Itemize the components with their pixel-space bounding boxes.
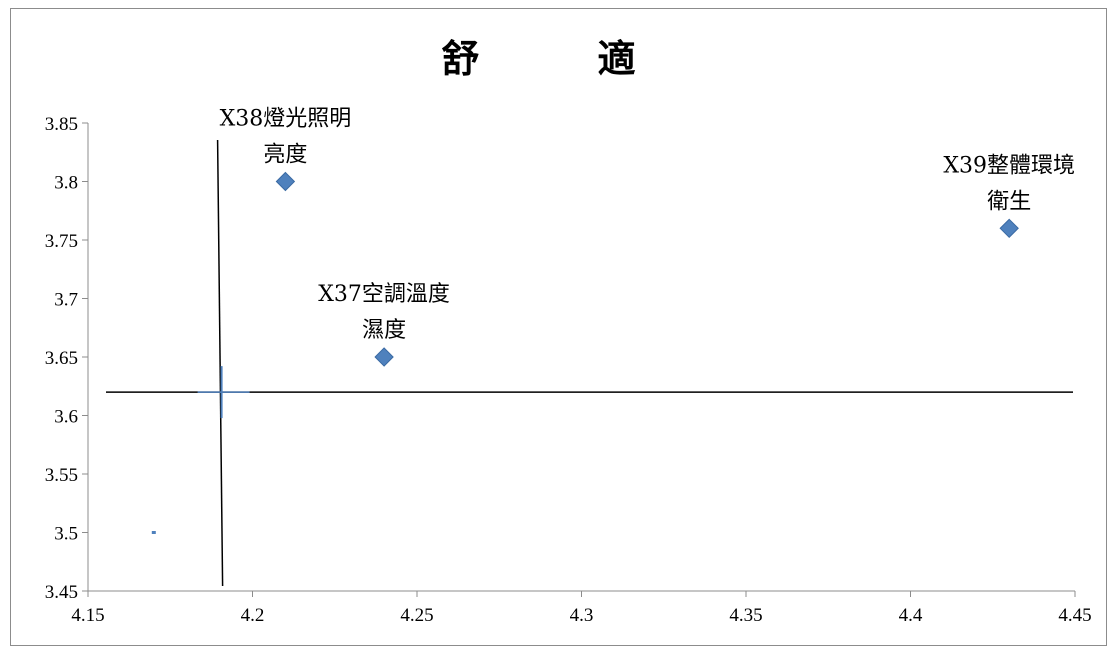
x-tick-labels: 4.15 4.2 4.25 4.3 4.35 4.4 4.45	[71, 591, 1092, 626]
chart-title: 舒 適	[441, 36, 676, 81]
y-tick-label: 3.7	[54, 290, 78, 311]
x-tick-label: 4.4	[899, 605, 923, 626]
y-tick-label: 3.5	[54, 524, 78, 545]
vertical-reference-line	[216, 139, 224, 587]
data-label: X39整體環境	[943, 153, 1075, 178]
data-label: 衛生	[987, 189, 1031, 214]
chart-frame	[10, 8, 1107, 646]
data-label: X37空調溫度	[318, 282, 450, 307]
y-tick-label: 3.85	[45, 114, 78, 135]
data-point	[275, 171, 296, 192]
data-point	[999, 218, 1019, 239]
data-point	[151, 531, 156, 534]
data-label: 濕度	[362, 318, 406, 343]
y-tick-label: 3.45	[45, 582, 78, 603]
data-label: X38燈光照明	[220, 107, 352, 132]
reference-lines	[106, 139, 1073, 587]
y-tick-label: 3.75	[45, 231, 78, 252]
y-tick-labels: 3.45 3.5 3.55 3.6 3.65 3.7 3.75 3.8 3.85	[45, 114, 88, 603]
x-tick-label: 4.35	[729, 605, 762, 626]
data-points	[151, 171, 1019, 534]
y-tick-label: 3.55	[45, 465, 78, 486]
x-tick-label: 4.2	[241, 605, 265, 626]
y-tick-label: 3.8	[54, 173, 78, 194]
y-tick-label: 3.6	[54, 407, 78, 428]
x-tick-label: 4.45	[1058, 605, 1091, 626]
axes	[87, 123, 1075, 592]
x-tick-label: 4.25	[400, 605, 433, 626]
x-tick-label: 4.15	[71, 605, 104, 626]
data-label: 亮度	[263, 143, 307, 168]
x-tick-label: 4.3	[570, 605, 594, 626]
y-tick-label: 3.65	[45, 348, 78, 369]
data-point	[374, 347, 394, 367]
